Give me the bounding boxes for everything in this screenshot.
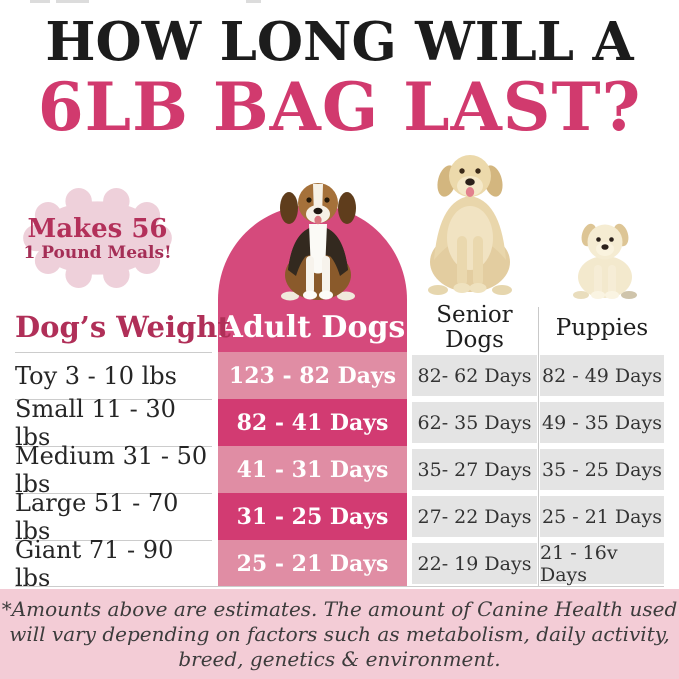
table-row: Medium 31 - 50 lbs 41 - 31 Days 35- 27 D… — [0, 441, 679, 498]
puppy-image — [573, 223, 637, 299]
row-separator — [15, 352, 212, 353]
column-header-adult-dogs: Adult Dogs — [219, 310, 406, 345]
adult-days-cell: 31 - 25 Days — [218, 493, 407, 540]
title-line-2: 6LB BAG LAST? — [37, 68, 642, 146]
row-separator — [15, 446, 212, 447]
senior-puppies-column-divider — [538, 307, 539, 586]
table-row: Giant 71 - 90 lbs 25 - 21 Days 22- 19 Da… — [0, 535, 679, 592]
cropped-top-remnant — [30, 0, 50, 3]
footnote-line-1: *Amounts above are estimates. The amount… — [1, 596, 678, 621]
weight-cell: Medium 31 - 50 lbs — [15, 441, 208, 498]
senior-days-cell: 35- 27 Days — [412, 449, 537, 490]
senior-days-cell: 27- 22 Days — [412, 496, 537, 537]
cropped-top-remnant — [56, 0, 89, 3]
puppy-days-cell: 21 - 16v Days — [540, 542, 664, 586]
footnote-band: *Amounts above are estimates. The amount… — [0, 589, 679, 679]
puppy-days-cell: 49 - 35 Days — [540, 402, 664, 443]
senior-dog-image — [428, 155, 512, 295]
column-header-senior-dogs: Senior Dogs — [412, 303, 537, 353]
senior-days-cell: 22- 19 Days — [412, 543, 537, 584]
weight-cell: Giant 71 - 90 lbs — [15, 535, 174, 592]
adult-days-cell: 123 - 82 Days — [218, 352, 407, 399]
puppy-days-cell: 25 - 21 Days — [540, 496, 664, 537]
table-row: Small 11 - 30 lbs 82 - 41 Days 62- 35 Da… — [0, 394, 679, 451]
row-separator — [15, 399, 212, 400]
row-separator — [15, 493, 212, 494]
table-bottom-border — [15, 586, 664, 587]
badge-line-2: 1 Pound Meals! — [23, 243, 172, 264]
adult-dog-image — [280, 183, 356, 301]
puppy-days-cell: 35 - 25 Days — [540, 449, 664, 490]
title-line-1: HOW LONG WILL A — [45, 11, 634, 73]
column-header-puppies: Puppies — [555, 315, 649, 341]
senior-header-line-1: Senior — [436, 302, 513, 328]
footnote-line-3: breed, genetics & environment. — [178, 646, 501, 671]
weight-cell: Small 11 - 30 lbs — [15, 394, 176, 451]
adult-days-cell: 41 - 31 Days — [218, 446, 407, 493]
badge-text: Makes 56 1 Pound Meals! — [15, 183, 180, 293]
table-row: Toy 3 - 10 lbs 123 - 82 Days 82- 62 Days… — [0, 352, 679, 399]
footnote-line-2: will vary depending on factors such as m… — [9, 621, 670, 646]
row-separator — [15, 540, 212, 541]
cropped-top-remnant — [246, 0, 261, 3]
senior-days-cell: 82- 62 Days — [412, 355, 537, 396]
badge-line-1: Makes 56 — [27, 213, 168, 244]
meals-badge: Makes 56 1 Pound Meals! — [15, 183, 180, 293]
puppy-days-cell: 82 - 49 Days — [540, 355, 664, 396]
weight-cell: Toy 3 - 10 lbs — [15, 361, 177, 390]
senior-header-line-2: Dogs — [445, 326, 504, 353]
table-row: Large 51 - 70 lbs 31 - 25 Days 27- 22 Da… — [0, 488, 679, 545]
senior-days-cell: 62- 35 Days — [412, 402, 537, 443]
weight-cell: Large 51 - 70 lbs — [15, 488, 179, 545]
adult-days-cell: 25 - 21 Days — [218, 540, 407, 587]
adult-days-cell: 82 - 41 Days — [218, 399, 407, 446]
column-header-dogs-weight: Dog’s Weight — [15, 310, 231, 344]
scallop-blob-shape — [23, 187, 172, 289]
